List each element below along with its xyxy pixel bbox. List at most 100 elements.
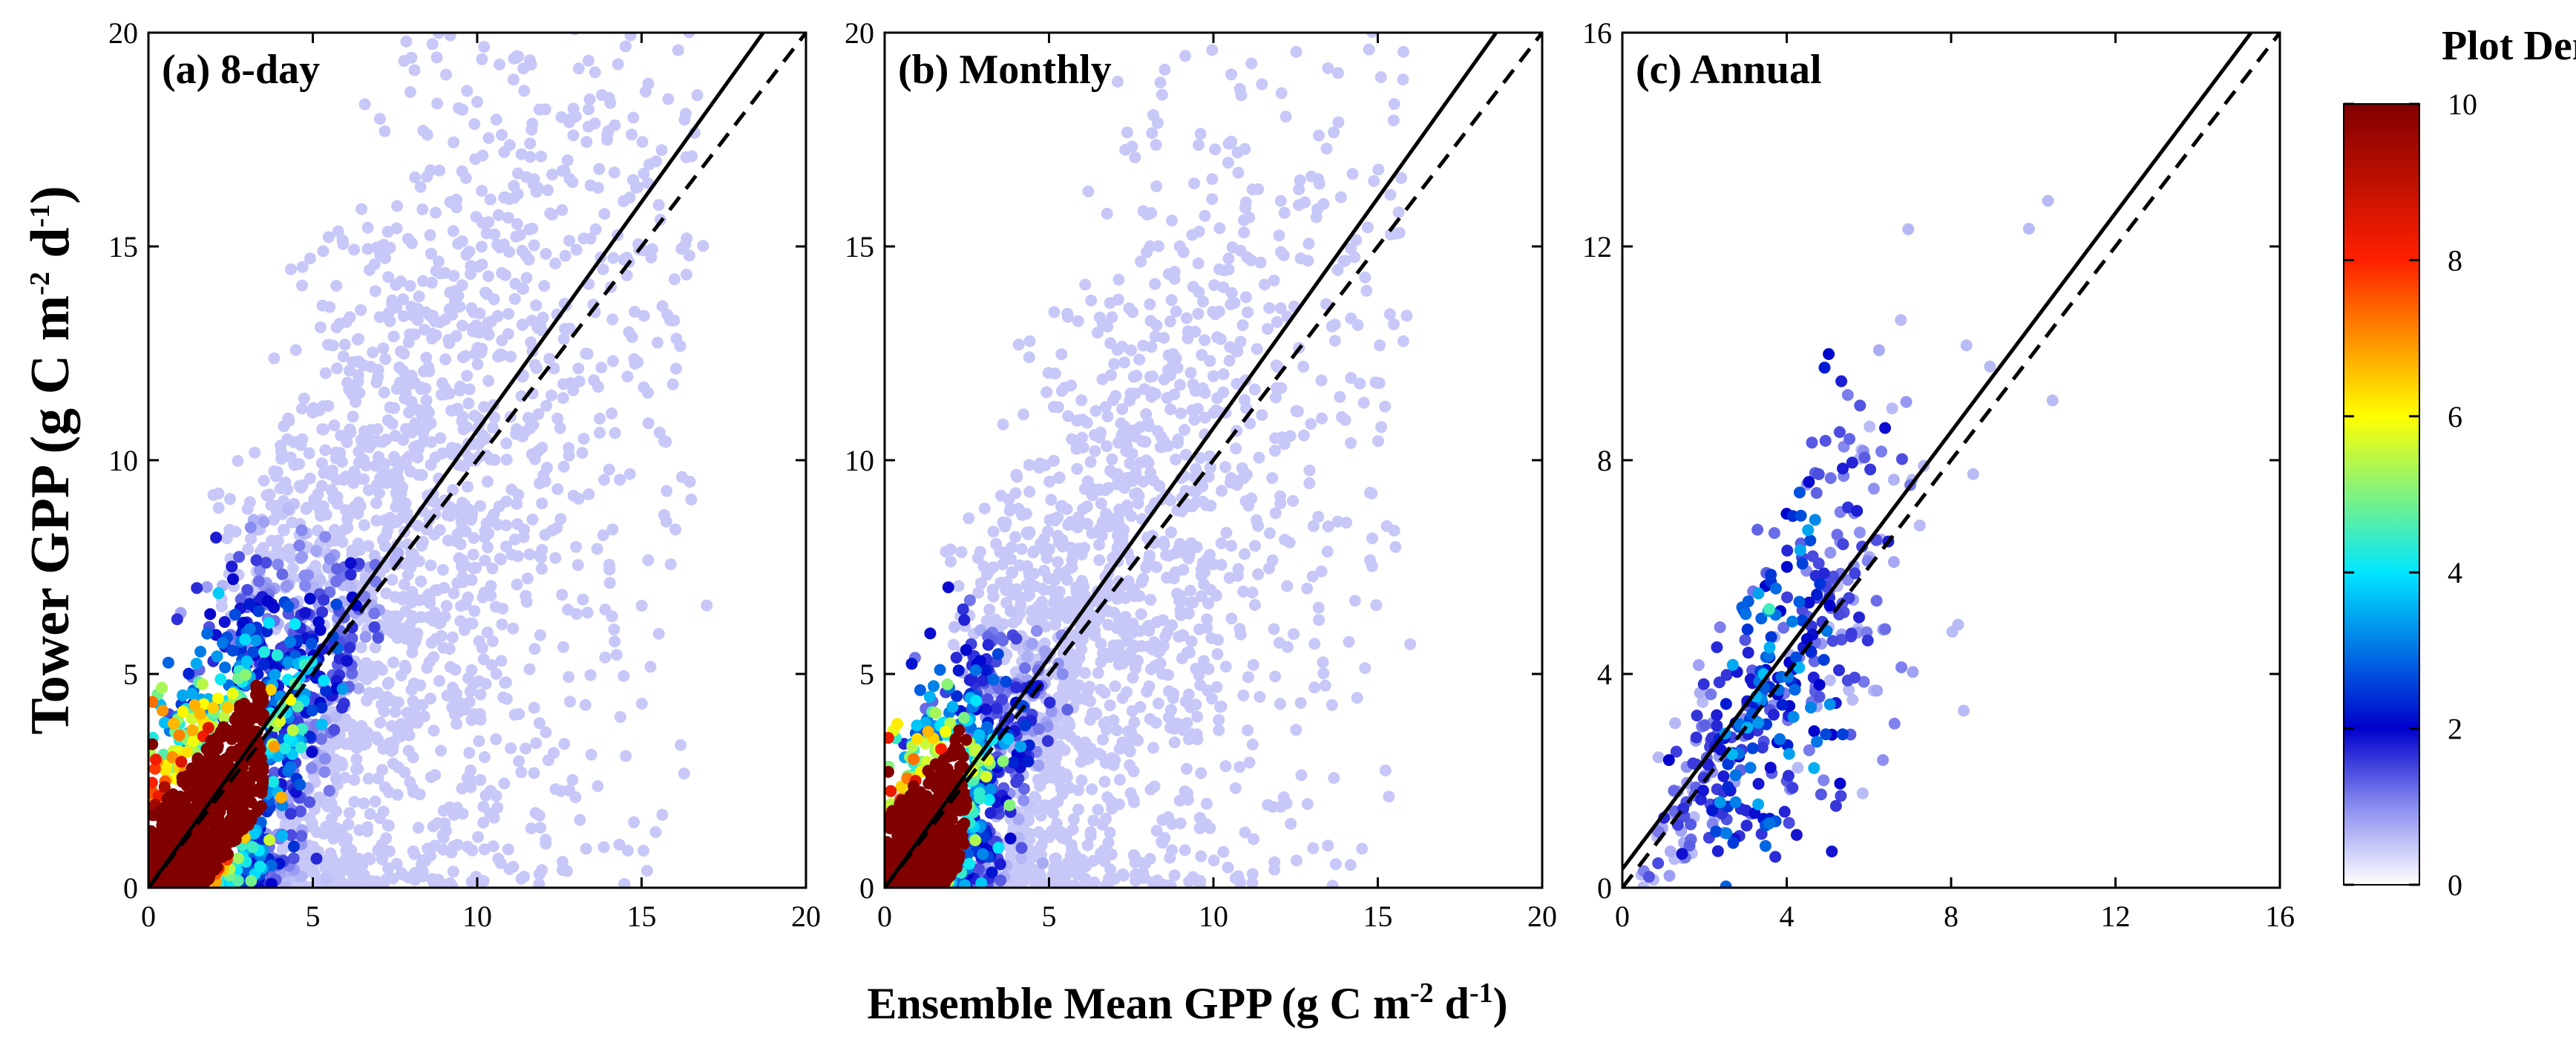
- scatter-point: [1231, 345, 1244, 358]
- scatter-point: [1253, 690, 1266, 703]
- scatter-point: [1174, 379, 1187, 391]
- scatter-point: [341, 832, 353, 845]
- scatter-point: [1088, 876, 1101, 888]
- scatter-point: [1207, 370, 1219, 382]
- scatter-point: [1099, 484, 1111, 497]
- scatter-point: [528, 701, 540, 714]
- scatter-point: [1359, 662, 1371, 675]
- scatter-point: [577, 232, 590, 245]
- scatter-point: [306, 746, 318, 759]
- scatter-point: [1206, 44, 1219, 56]
- scatter-point: [295, 723, 308, 736]
- scatter-point: [1294, 252, 1307, 265]
- scatter-point: [1040, 620, 1052, 632]
- scatter-point: [1187, 596, 1199, 609]
- scatter-point: [201, 627, 214, 640]
- scatter-point: [312, 791, 325, 804]
- scatter-point: [1256, 78, 1268, 91]
- scatter-point: [194, 646, 207, 658]
- scatter-point: [486, 562, 499, 575]
- scatter-point: [1196, 349, 1208, 361]
- scatter-point: [1075, 756, 1087, 768]
- scatter-point: [1145, 341, 1158, 353]
- scatter-point: [425, 417, 437, 430]
- scatter-point: [346, 544, 358, 557]
- scatter-point: [422, 361, 435, 373]
- scatter-point: [352, 762, 364, 775]
- scatter-point: [247, 646, 259, 658]
- scatter-point: [683, 249, 695, 262]
- scatter-point: [1206, 193, 1219, 206]
- scatter-point: [1273, 229, 1285, 242]
- scatter-point: [532, 408, 545, 420]
- scatter-point: [1067, 813, 1080, 825]
- scatter-point: [1108, 468, 1121, 480]
- scatter-point: [1199, 334, 1211, 347]
- scatter-point: [303, 881, 315, 888]
- scatter-point: [1056, 831, 1069, 844]
- x-tick-label: 5: [306, 900, 321, 933]
- scatter-point: [905, 658, 918, 670]
- scatter-point: [542, 184, 554, 197]
- scatter-point: [987, 561, 1000, 574]
- scatter-point: [287, 852, 300, 865]
- scatter-point: [1247, 658, 1259, 671]
- scatter-point: [196, 678, 209, 690]
- scatter-point: [1049, 852, 1062, 865]
- scatter-point: [1174, 604, 1187, 617]
- scatter-point: [444, 33, 456, 42]
- scatter-point: [403, 406, 416, 419]
- scatter-point: [367, 346, 379, 359]
- scatter-point: [330, 710, 343, 722]
- scatter-point: [1211, 392, 1224, 405]
- scatter-point: [148, 762, 161, 775]
- scatter-point: [193, 852, 206, 865]
- scatter-point: [963, 594, 976, 606]
- scatter-point: [525, 336, 537, 349]
- scatter-point: [1081, 685, 1094, 698]
- scatter-point: [546, 209, 558, 221]
- scatter-point: [285, 829, 298, 842]
- scatter-point: [1121, 126, 1133, 139]
- scatter-point: [1081, 416, 1093, 429]
- scatter-point: [470, 211, 482, 223]
- scatter-point: [1211, 648, 1224, 661]
- scatter-point: [1130, 487, 1143, 500]
- scatter-point: [1188, 413, 1201, 426]
- scatter-point: [1035, 870, 1047, 883]
- scatter-point: [628, 816, 640, 828]
- scatter-point: [1075, 643, 1088, 655]
- scatter-point: [490, 667, 502, 680]
- scatter-point: [559, 249, 571, 262]
- scatter-point: [370, 497, 383, 509]
- scatter-point: [435, 629, 448, 642]
- scatter-point: [1213, 305, 1225, 318]
- scatter-point: [1230, 378, 1243, 390]
- scatter-point: [518, 85, 531, 97]
- scatter-point: [1070, 442, 1083, 455]
- scatter-point: [232, 874, 244, 887]
- scatter-point: [452, 238, 465, 250]
- scatter-point: [526, 117, 539, 130]
- scatter-point: [567, 129, 580, 142]
- scatter-point: [672, 44, 684, 56]
- scatter-point: [638, 381, 650, 393]
- scatter-point: [1400, 310, 1413, 322]
- scatter-point: [341, 376, 353, 389]
- scatter-point: [527, 178, 540, 191]
- scatter-point: [376, 664, 389, 676]
- scatter-point: [498, 145, 511, 158]
- scatter-point: [1184, 367, 1197, 379]
- scatter-point: [511, 217, 523, 230]
- scatter-point: [1164, 494, 1177, 507]
- scatter-point: [217, 637, 229, 649]
- scatter-point: [536, 442, 548, 454]
- scatter-point: [1379, 400, 1392, 413]
- scatter-point: [1113, 773, 1126, 786]
- scatter-point: [439, 313, 452, 326]
- scatter-point: [329, 529, 341, 542]
- scatter-point: [415, 575, 427, 588]
- scatter-point: [316, 606, 329, 618]
- scatter-point: [1202, 684, 1214, 697]
- scatter-point: [1045, 494, 1058, 506]
